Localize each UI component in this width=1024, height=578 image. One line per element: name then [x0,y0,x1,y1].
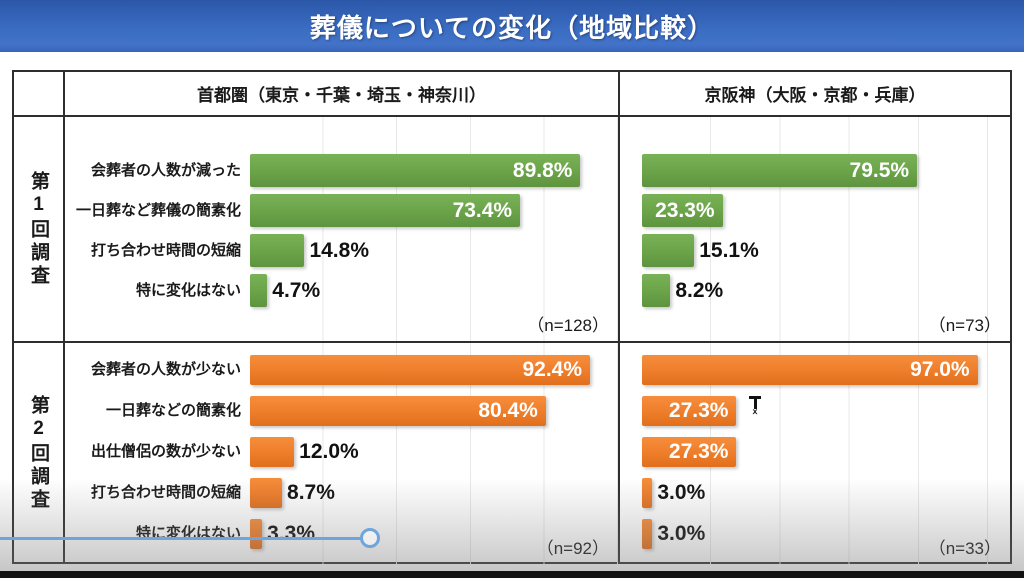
cursor-x-mark: ｘ [751,407,759,416]
chart-panel-survey2-shutoken: 会葬者の人数が少ない 92.4% 一日葬などの簡素化 80.4% 出仕僧侶の数が少ない 1… [65,343,620,564]
bar: 27.3% [642,396,737,426]
chart-panel-survey1-keihanshin: 79.5% 23.3% 15.1% 8.2% （n=73） [620,117,1010,343]
category-label: 特に変化はない [135,525,241,542]
bar: 23.3% [642,194,723,227]
bar-value-label: 89.8% [512,159,573,182]
annotation-line [0,537,362,540]
bar-rows: 79.5% 23.3% 15.1% 8.2% [642,117,988,341]
category-label: 特に変化はない [135,282,241,299]
category-label: 一日葬など葬儀の簡素化 [75,202,241,219]
bar: 79.5% [642,154,918,187]
bar-value-label: 80.4% [478,399,538,422]
sample-size-label: （n=92） [536,539,609,558]
bar-value-label: 15.1% [699,239,759,262]
row-header-survey1-label: 第1回調査 [28,170,49,288]
bar-value-label: 73.4% [452,199,513,222]
sample-size-label: （n=128） [527,316,609,335]
bar-value-label: 79.5% [849,159,910,182]
bar: 97.0% [642,355,978,385]
page-title: 葬儀についての変化（地域比較） [309,12,715,43]
sample-size-label: （n=33） [928,539,1001,558]
category-label: 会葬者の人数が少ない [90,361,241,378]
column-header-shutoken: 首都圏（東京・千葉・埼玉・神奈川） [65,72,620,117]
bar-rows: 会葬者の人数が減った 89.8% 一日葬など葬儀の簡素化 73.4% 打ち合わせ時間の短… [76,117,618,341]
bar: 73.4% [250,194,521,227]
bar-rows: 会葬者の人数が少ない 92.4% 一日葬などの簡素化 80.4% 出仕僧侶の数が少ない 1… [91,343,618,564]
bar-value-label: 8.2% [675,279,724,302]
category-label: 会葬者の人数が減った [90,162,241,179]
bar: 3.3% [250,519,315,549]
bar-value-label: 14.8% [309,239,369,262]
bar: 15.1% [642,234,759,267]
cursor-stem [754,396,757,409]
column-header-keihanshin-label: 京阪神（大阪・京都・兵庫） [704,86,926,105]
bar-value-label: 8.7% [287,481,335,504]
column-header-keihanshin: 京阪神（大阪・京都・兵庫） [620,72,1010,117]
bar: 89.8% [250,154,581,187]
title-bar: 葬儀についての変化（地域比較） [0,0,1024,52]
bar-value-label: 92.4% [522,358,583,381]
bar-value-label: 3.0% [657,481,706,504]
bar: 8.7% [250,478,335,508]
text-cursor-artifact: ｘ [748,395,764,417]
bar-value-label: 27.3% [668,440,729,463]
bar-value-label: 27.3% [668,399,729,422]
bar-rows: 97.0% 27.3% 27.3% 3.0% 3.0% [642,343,988,564]
bar: 4.7% [250,274,320,307]
bar-value-label: 4.7% [272,279,321,302]
chart-panel-survey1-shutoken: 会葬者の人数が減った 89.8% 一日葬など葬儀の簡素化 73.4% 打ち合わせ時間の短… [65,117,620,343]
bar: 92.4% [250,355,591,385]
bar-value-label: 23.3% [655,199,715,222]
bar: 3.0% [642,478,705,508]
row-header-survey1: 第1回調査 [14,117,65,343]
category-label: 一日葬などの簡素化 [105,402,241,419]
bar: 14.8% [250,234,369,267]
chart-panel-survey2-keihanshin: 97.0% 27.3% 27.3% 3.0% 3.0% （n=33） [620,343,1010,564]
column-header-shutoken-label: 首都圏（東京・千葉・埼玉・神奈川） [197,86,486,105]
bar: 8.2% [642,274,723,307]
bar-value-label: 12.0% [299,440,359,463]
annotation-circle-handle [360,528,380,548]
bar: 80.4% [250,396,546,426]
bottom-black-bar [0,571,1024,578]
bar: 27.3% [642,437,737,467]
row-header-survey2-label: 第2回調査 [28,395,49,512]
category-label: 出仕僧侶の数が少ない [90,443,241,460]
corner-cell [14,72,65,117]
bar: 3.0% [642,519,705,549]
row-header-survey2: 第2回調査 [14,343,65,564]
bar-value-label: 97.0% [910,358,970,381]
comparison-table: 首都圏（東京・千葉・埼玉・神奈川） 京阪神（大阪・京都・兵庫） 第1回調査 会葬… [12,70,1012,564]
bar-value-label: 3.3% [267,522,316,545]
sample-size-label: （n=73） [928,316,1001,335]
bar: 12.0% [250,437,359,467]
bar-value-label: 3.0% [657,522,706,545]
category-label: 打ち合わせ時間の短縮 [90,484,241,501]
category-label: 打ち合わせ時間の短縮 [90,242,241,259]
